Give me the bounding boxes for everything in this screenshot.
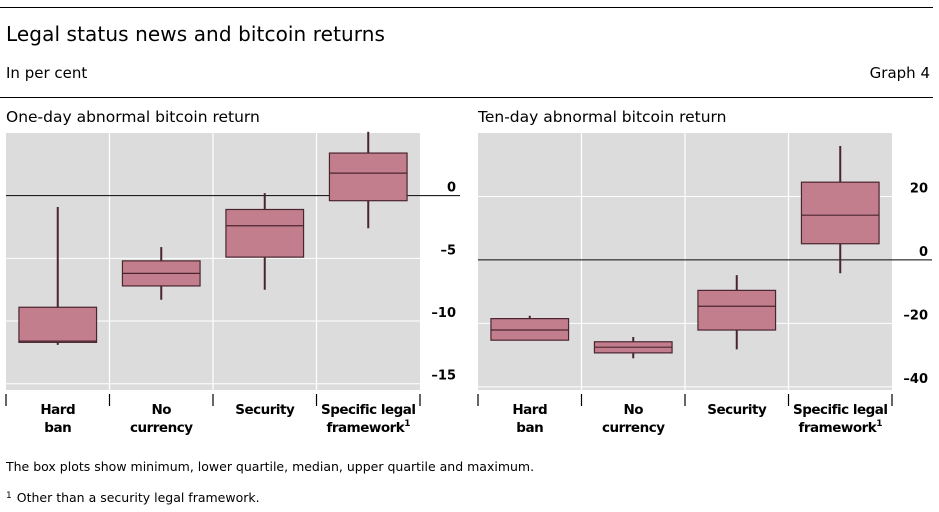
y-tick-label: –5	[440, 243, 456, 258]
footnote-1-text: Other than a security legal framework.	[16, 490, 260, 505]
box-plot-1	[18, 206, 98, 345]
category-label: currency	[130, 420, 193, 436]
box-body	[800, 181, 880, 245]
category-label: Specific legal	[793, 402, 888, 418]
y-tick-label: –40	[903, 372, 928, 387]
right-panel-title: Ten-day abnormal bitcoin return	[478, 108, 727, 126]
box-plot-4	[800, 146, 880, 274]
chart-subtitle: In per cent	[6, 64, 88, 82]
box-body	[18, 306, 98, 343]
y-tick-label: 20	[910, 181, 928, 196]
category-label: Specific legal	[321, 402, 416, 418]
y-tick-label: –10	[431, 306, 456, 321]
category-label: framework1	[798, 419, 882, 436]
box-body	[697, 289, 777, 331]
box-body	[328, 152, 408, 202]
box-plot-1	[490, 315, 570, 341]
category-label: Hard	[512, 402, 547, 418]
category-label: framework1	[326, 419, 410, 436]
box-body	[490, 318, 570, 341]
box-plot-2	[121, 247, 201, 300]
category-label: Hard	[40, 402, 75, 418]
category-label: No	[623, 402, 643, 418]
box-plot-4	[328, 131, 408, 229]
box-plot-3	[225, 193, 305, 290]
top-rule	[0, 7, 933, 8]
box-body	[225, 208, 305, 258]
left-panel-title: One-day abnormal bitcoin return	[6, 108, 260, 126]
category-label: No	[151, 402, 171, 418]
box-plot-2	[593, 337, 673, 359]
graph-number-label: Graph 4	[869, 64, 930, 82]
y-tick-label: –15	[431, 369, 456, 384]
category-label: Security	[235, 402, 295, 418]
footnote-main: The box plots show minimum, lower quarti…	[6, 459, 535, 474]
footnote-1-marker: 1	[6, 491, 12, 501]
category-label: Security	[707, 402, 767, 418]
category-label: ban	[44, 420, 71, 436]
y-tick-label: 0	[447, 181, 456, 196]
category-footnote-marker: 1	[876, 419, 882, 429]
header-rule	[0, 97, 933, 98]
y-tick-label: –20	[903, 308, 928, 323]
category-footnote-marker: 1	[404, 419, 410, 429]
footnote-1: 1 Other than a security legal framework.	[6, 490, 260, 505]
box-plot-3	[697, 275, 777, 350]
y-tick-label: 0	[919, 245, 928, 260]
chart-title: Legal status news and bitcoin returns	[6, 22, 386, 46]
category-label: currency	[602, 420, 665, 436]
category-label: ban	[516, 420, 543, 436]
